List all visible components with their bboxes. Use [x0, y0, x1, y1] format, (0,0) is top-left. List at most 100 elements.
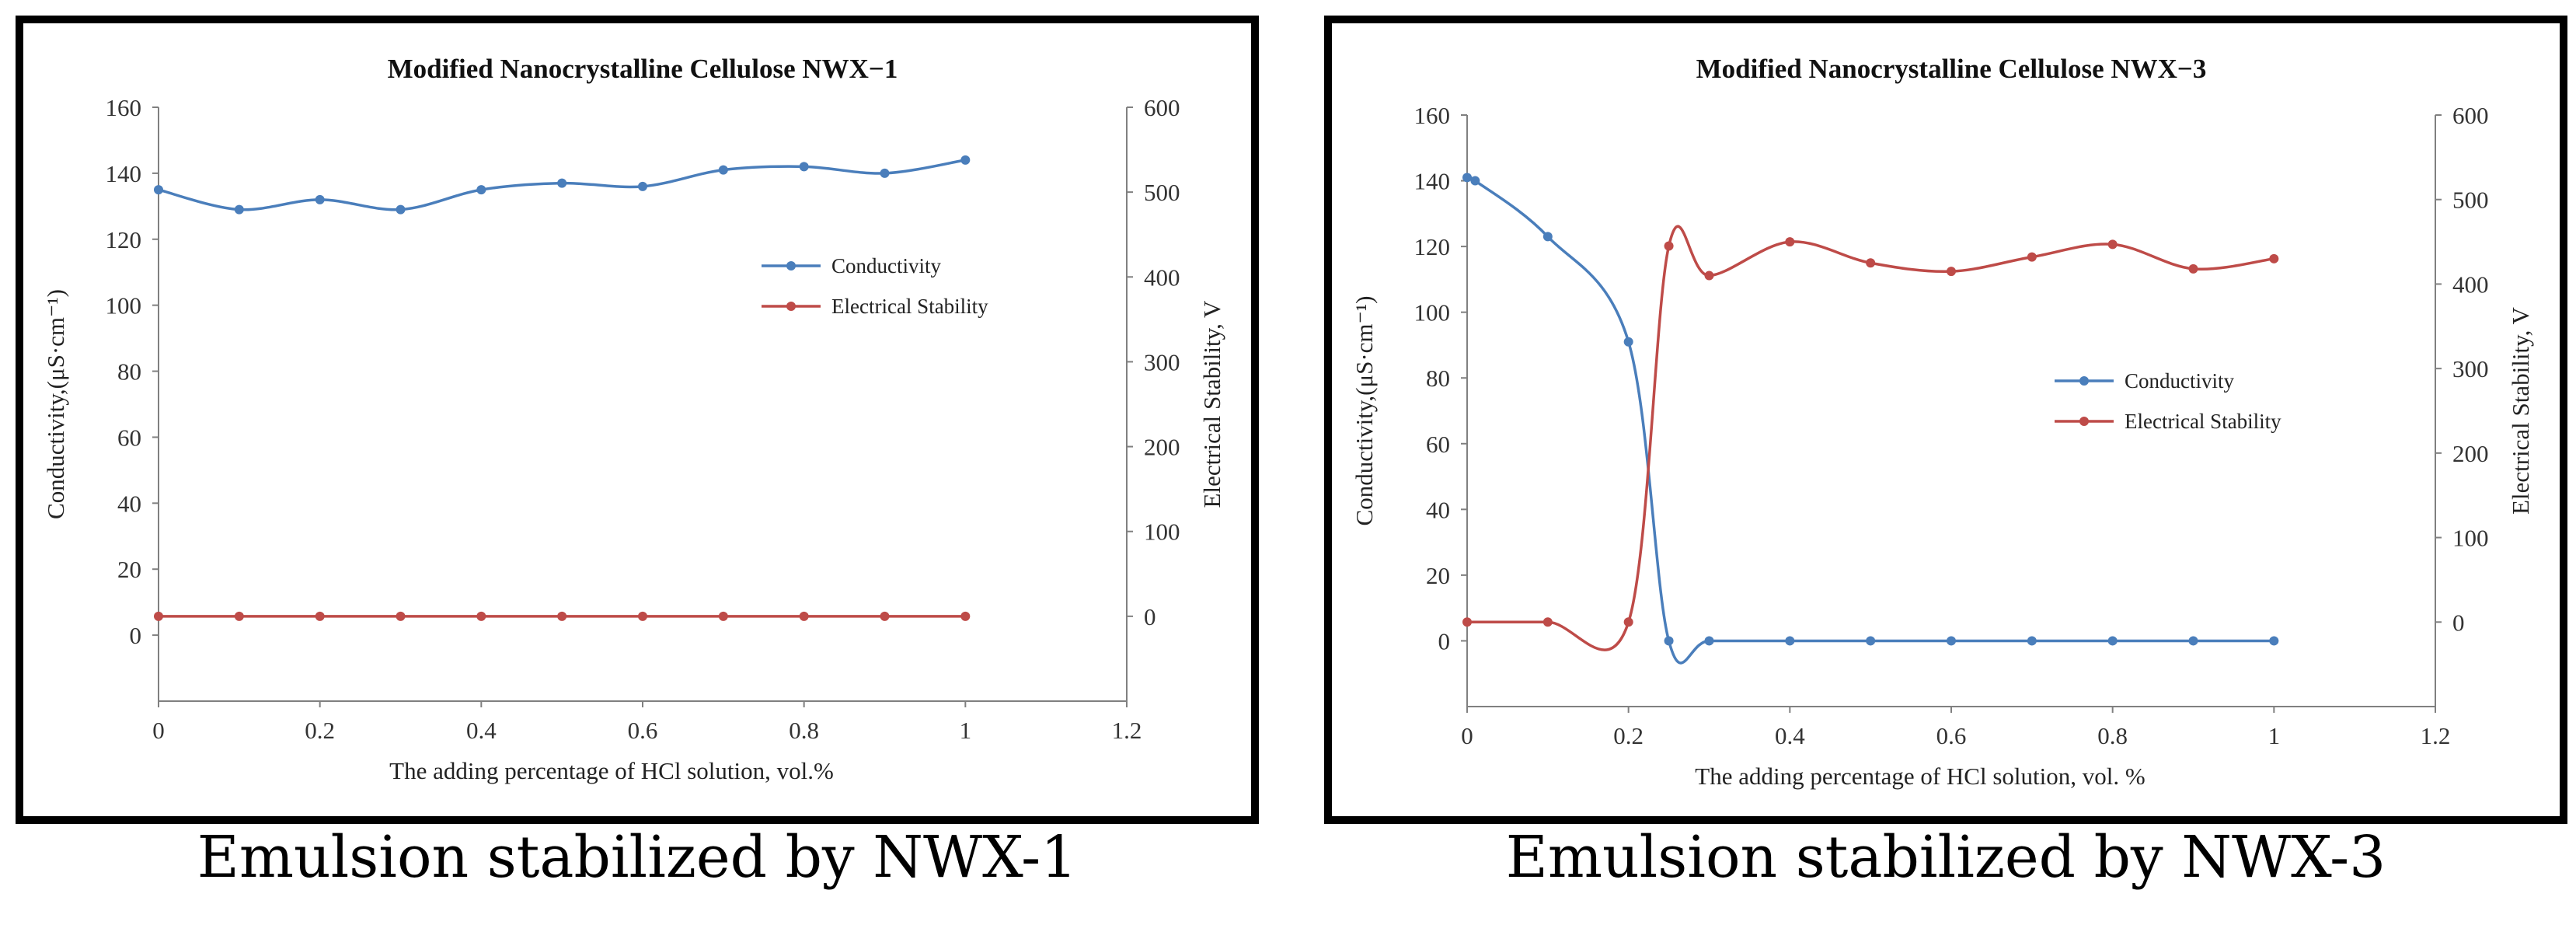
electrical-stability-point	[1785, 237, 1795, 247]
electrical-stability-point	[557, 611, 567, 621]
chart-svg-left: Modified Nanocrystalline Cellulose NWX−1…	[42, 54, 1225, 784]
conductivity-point	[1542, 232, 1553, 242]
electrical-stability-point	[2269, 253, 2279, 264]
y-tick-label: 80	[117, 358, 141, 386]
electrical-stability-point	[1866, 258, 1876, 268]
x-tick-label: 0.6	[1936, 722, 1967, 749]
chart-title: Modified Nanocrystalline Cellulose NWX−1	[388, 54, 898, 84]
y-tick-label: 120	[106, 226, 142, 253]
chart-caption-left: Emulsion stabilized by NWX-1	[197, 824, 1078, 891]
electrical-stability-point	[880, 611, 890, 621]
y2-tick-label: 300	[1144, 348, 1180, 375]
y-tick-label: 140	[106, 160, 142, 187]
y-axis-label: Conductivity,(μS·cm⁻¹)	[1351, 296, 1378, 526]
conductivity-point	[2107, 636, 2118, 646]
electrical-stability-point	[1664, 241, 1674, 251]
chart-caption-right: Emulsion stabilized by NWX-3	[1505, 824, 2386, 891]
conductivity-legend-marker	[786, 261, 796, 271]
electrical-stability-point	[1542, 617, 1553, 627]
y2-tick-label: 500	[2452, 187, 2489, 214]
conductivity-point	[2269, 636, 2279, 646]
y2-tick-label: 500	[1144, 179, 1180, 206]
y-tick-label: 60	[1426, 431, 1450, 458]
y-tick-label: 0	[130, 622, 142, 649]
y2-tick-label: 0	[2452, 609, 2465, 636]
electrical-stability-point	[1623, 617, 1633, 627]
conductivity-point	[1462, 173, 1472, 183]
y-tick-label: 20	[1426, 562, 1450, 589]
conductivity-point	[234, 204, 244, 215]
conductivity-point	[1704, 636, 1714, 646]
y-tick-label: 160	[106, 94, 142, 121]
conductivity-point	[154, 185, 163, 195]
electrical-stability-point	[476, 611, 486, 621]
chart-title: Modified Nanocrystalline Cellulose NWX−3	[1696, 54, 2207, 84]
x-tick-label: 0.4	[466, 717, 497, 744]
x-tick-label: 1.2	[1112, 717, 1142, 744]
conductivity-point	[960, 155, 971, 165]
x-tick-label: 0.2	[1613, 722, 1644, 749]
conductivity-point	[1785, 636, 1795, 646]
y-tick-label: 40	[1426, 496, 1450, 523]
electrical-stability-point	[396, 611, 406, 621]
electrical-stability-legend-marker	[2079, 417, 2089, 426]
x-axis-label: The adding percentage of HCl solution, v…	[1695, 763, 2145, 790]
x-tick-label: 0.6	[628, 717, 658, 744]
conductivity-point	[476, 185, 486, 195]
conductivity-legend-label: Conductivity	[831, 254, 941, 278]
x-tick-label: 1	[960, 717, 972, 744]
electrical-stability-point	[2027, 252, 2037, 262]
y2-tick-label: 400	[2452, 271, 2489, 298]
x-tick-label: 0	[1461, 722, 1473, 749]
conductivity-point	[1470, 176, 1480, 186]
conductivity-point	[1664, 636, 1674, 646]
chart-panel-right: Modified Nanocrystalline Cellulose NWX−3…	[1324, 16, 2567, 925]
conductivity-point	[557, 178, 567, 188]
y-tick-label: 60	[117, 424, 141, 451]
chart-frame-right	[1324, 16, 2567, 824]
y-tick-label: 160	[1414, 102, 1451, 129]
chart-panel-left: Modified Nanocrystalline Cellulose NWX−1…	[16, 16, 1259, 925]
y-tick-label: 40	[117, 490, 141, 517]
electrical-stability-legend-marker	[786, 302, 796, 311]
conductivity-point	[2188, 636, 2198, 646]
y-tick-label: 0	[1438, 627, 1451, 654]
y-axis-label: Conductivity,(μS·cm⁻¹)	[42, 289, 69, 519]
y-tick-label: 140	[1414, 168, 1451, 195]
electrical-stability-point	[2107, 239, 2118, 250]
x-tick-label: 0	[152, 717, 165, 744]
conductivity-point	[1623, 337, 1633, 347]
electrical-stability-point	[799, 611, 809, 621]
conductivity-point	[396, 204, 406, 215]
y-tick-label: 100	[106, 292, 142, 319]
electrical-stability-point	[638, 611, 647, 621]
chart-svg-right: Modified Nanocrystalline Cellulose NWX−3…	[1351, 54, 2534, 790]
x-tick-label: 0.8	[789, 717, 819, 744]
conductivity-point	[2027, 636, 2037, 646]
y2-tick-label: 600	[1144, 94, 1180, 121]
y2-tick-label: 600	[2452, 102, 2489, 129]
electrical-stability-point	[154, 611, 163, 621]
conductivity-point	[315, 194, 325, 204]
x-tick-label: 0.4	[1775, 722, 1805, 749]
conductivity-point	[718, 165, 728, 175]
conductivity-legend-label: Conductivity	[2125, 369, 2234, 393]
electrical-stability-legend-label: Electrical Stability	[2125, 410, 2281, 433]
electrical-stability-point	[960, 611, 971, 621]
electrical-stability-point	[2188, 264, 2198, 274]
y2-axis-label: Electrical Stability, V	[1198, 300, 1225, 508]
y2-tick-label: 100	[1144, 518, 1180, 546]
electrical-stability-point	[718, 611, 728, 621]
y2-tick-label: 200	[2452, 440, 2489, 467]
y-tick-label: 20	[117, 556, 141, 583]
x-axis-label: The adding percentage of HCl solution, v…	[389, 757, 834, 784]
y-tick-label: 120	[1414, 233, 1451, 260]
electrical-stability-point	[1947, 267, 1956, 277]
y2-tick-label: 400	[1144, 264, 1180, 291]
electrical-stability-point	[315, 611, 325, 621]
y-tick-label: 80	[1426, 365, 1450, 392]
x-tick-label: 1	[2268, 722, 2281, 749]
y2-axis-label: Electrical Stability, V	[2507, 306, 2534, 514]
x-tick-label: 0.8	[2097, 722, 2128, 749]
conductivity-point	[638, 181, 647, 191]
